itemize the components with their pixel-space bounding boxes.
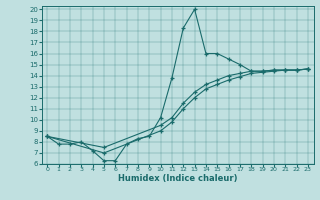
- X-axis label: Humidex (Indice chaleur): Humidex (Indice chaleur): [118, 174, 237, 183]
